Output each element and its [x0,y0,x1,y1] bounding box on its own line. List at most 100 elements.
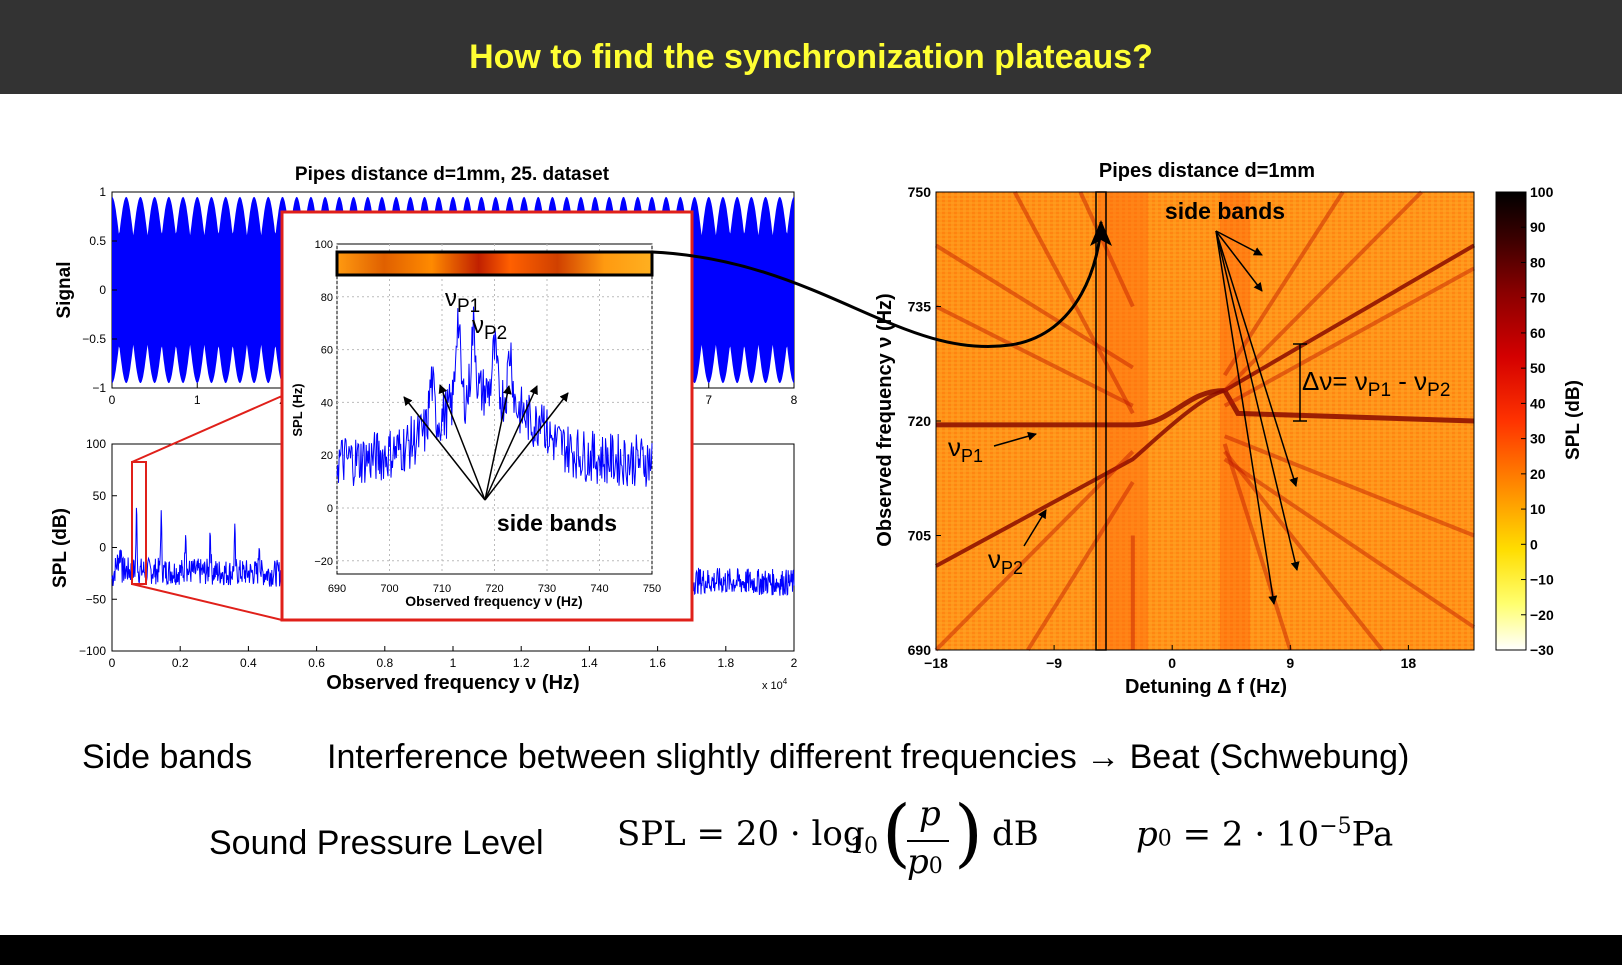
inset-y-label: SPL (Hz) [290,383,305,436]
spectrum-chart: 0 0.2 0.4 0.6 0.8 1 1.2 1.4 1.6 1.8 2 100500−50−10… [50,395,798,694]
spectrum-x-ticks: 0 0.2 0.4 0.6 0.8 1 1.2 1.4 1.6 1.8 2 [109,646,798,670]
spectrum-x-tick-label: 1.2 [513,656,530,670]
spectrum-y-label: SPL (dB) [50,508,71,588]
signal-y-ticks: 1 0.5 0 −0.5 −1 [82,185,117,395]
colorbar-tick-label: 50 [1530,360,1546,376]
colorbar-tick-label: 20 [1530,466,1546,482]
spl-formula-unit: dB [992,814,1039,854]
inset-side-bands-label: side bands [497,510,617,536]
side-bands-label: Side bands [82,738,253,776]
heatmap-frequency-lines [934,190,1476,652]
inset-x-tick-label: 720 [485,583,503,595]
heatmap-nu-p2-label: νP2 [988,544,1023,578]
heatmap-side-band-line [1223,434,1475,538]
heatmap-side-band-line [1223,450,1384,652]
signal-y-tick-label: −0.5 [82,332,106,346]
inset-nu-p2-label: νP2 [472,312,507,344]
heatmap-side-band-line [1012,191,1135,415]
delta-nu-bracket [1293,343,1307,422]
heatmap-x-ticks: −18 −9 0 9 18 [924,645,1416,671]
inset-spectrum-line [336,306,653,487]
heatmap-side-band-line [935,304,1134,408]
strip-to-column-arrow [651,220,1112,348]
spectrum-y-tick-label: 100 [86,437,106,451]
heatmap-x-label: Detuning Δ f (Hz) [1125,676,1287,698]
spl-formula-lhs: SPL = 20 · log [617,814,865,854]
inset-y-tick-label: 100 [315,239,333,251]
heatmap-side-band-line [934,450,1135,652]
spectrum-x-tick-label: 1 [450,656,457,670]
side-bands-description: Interference between slightly different … [327,738,1410,776]
colorbar-tick-label: 90 [1530,219,1546,235]
spectrum-x-tick-label: 1.6 [649,656,666,670]
inset-y-tick-label: 40 [321,397,333,409]
spectrum-x-multiplier: x 104 [762,677,788,692]
heatmap-y-tick-label: 690 [908,642,932,658]
heatmap-side-band-line [1223,266,1475,408]
spl-formula-denominator: p0 [907,842,943,882]
heatmap-selected-column [1095,191,1107,651]
heatmap-tint [936,192,1474,650]
slide-footer-bar [0,935,1622,965]
colorbar-tick-label: 100 [1530,184,1554,200]
inset-y-tick-label: −20 [314,556,333,568]
zoom-region-box [131,461,147,585]
spectrum-x-tick-label: 2 [791,656,798,670]
colorbar-tick-label: 70 [1530,290,1546,306]
inset-chart: 690 700 710 720 730 740 750 100 80 60 40 20 0 −20 Ob… [280,210,694,622]
heatmap-x-tick-label: 0 [1168,655,1176,671]
spectrum-x-tick-label: 0.4 [240,656,257,670]
heatmap-side-bands-label: side bands [1165,198,1285,224]
spectrum-y-tick-label: 0 [99,541,106,555]
heatmap-x-tick-label: −18 [924,655,948,671]
inset-x-tick-label: 700 [380,583,398,595]
heatmap-y-tick-label: 705 [908,528,932,544]
colorbar-label: SPL (dB) [1563,380,1584,460]
p0-formula-rhs: = 2 · 10 [1182,814,1320,855]
colorbar [1495,191,1527,651]
signal-x-tick-label: 8 [791,393,798,407]
inset-x-tick-label: 740 [590,583,608,595]
heatmap-side-band-line [1222,443,1293,651]
heatmap-y-tick-label: 735 [908,299,932,315]
signal-y-tick-label: 1 [99,185,106,199]
slide-header: How to find the synchronization plateaus… [0,0,1622,94]
p0-formula-symbol: p [1136,814,1158,855]
colorbar-tick-label: −20 [1530,607,1554,623]
inset-color-strip [335,250,654,277]
spl-formula-numerator: p [919,794,941,834]
spl-formula-open-paren: ( [882,790,911,876]
inset-y-tick-label: 0 [327,503,333,515]
spectrum-y-tick-label: −50 [86,592,107,606]
inset-x-tick-label: 730 [538,583,556,595]
heatmap-nu-p1-label: νP1 [948,432,983,466]
signal-y-tick-label: −1 [92,381,106,395]
p0-formula-unit: Pa [1351,814,1394,855]
inset-panel [280,210,694,622]
heatmap-x-tick-label: 18 [1401,655,1417,671]
heatmap-side-band-line [934,243,1134,370]
colorbar-tick-label: −30 [1530,642,1554,658]
spl-formula: SPL = 20 · log 10 ( p p0 ) dB [617,790,1047,890]
p0-formula: p0 = 2 · 10−5Pa [1136,814,1393,854]
heatmap-y-tick-label: 720 [908,413,932,429]
colorbar-tick-label: 80 [1530,254,1546,270]
inset-grid [336,244,653,574]
signal-x-tick-label: 7 [705,393,712,407]
colorbar-tick-label: 30 [1530,431,1546,447]
heatmap-y-tick-label: 750 [908,184,932,200]
heatmap-y-ticks: 750 735 720 705 690 [908,184,941,658]
p0-formula-sub: 0 [1157,826,1172,852]
signal-y-tick-label: 0.5 [89,234,106,248]
heatmap-y-label: Observed frequency ν (Hz) [874,293,896,546]
colorbar-tick-label: 60 [1530,325,1546,341]
heatmap-side-band-line [1026,481,1135,652]
inset-x-tick-label: 750 [643,583,661,595]
zoom-connector-bottom [131,583,283,621]
delta-nu-label: Δν= νP1 - νP2 [1302,366,1450,401]
heatmap-nu-p1-arrow [993,431,1037,447]
spl-formula-fraction-bar [907,840,949,842]
spl-formula-sub: 10 [850,834,878,859]
signal-x-tick-label: 0 [109,393,116,407]
heatmap-nu-p2-line [935,243,1476,568]
